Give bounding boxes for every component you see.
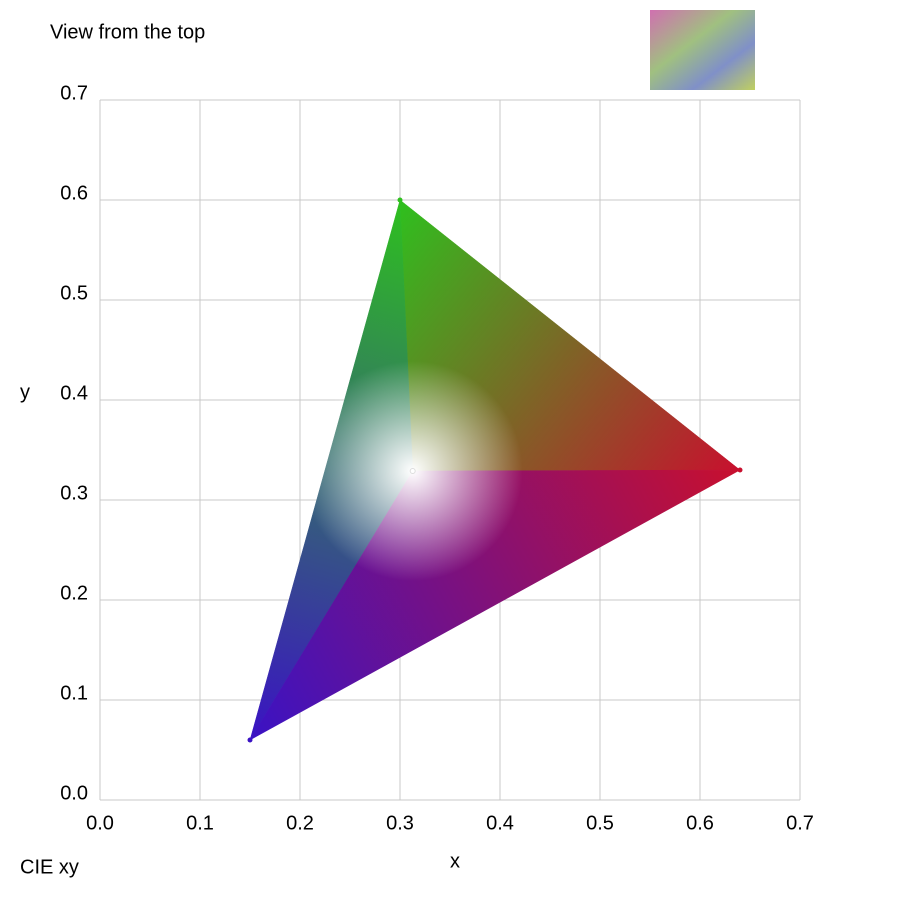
point — [397, 197, 403, 203]
chart-subtitle: CIE xy — [20, 856, 79, 878]
y-tick-label: 0.6 — [60, 182, 88, 204]
x-tick-label: 0.3 — [386, 812, 414, 834]
y-tick-label: 0.3 — [60, 482, 88, 504]
x-tick-label: 0.6 — [686, 812, 714, 834]
point — [247, 737, 253, 743]
x-tick-label: 0.5 — [586, 812, 614, 834]
y-tick-label: 0.0 — [60, 782, 88, 804]
y-tick-label: 0.7 — [60, 82, 88, 104]
y-tick-label: 0.2 — [60, 582, 88, 604]
point — [409, 468, 416, 474]
y-tick-label: 0.4 — [60, 382, 88, 404]
point — [737, 467, 743, 473]
x-tick-label: 0.7 — [786, 812, 814, 834]
x-tick-label: 0.0 — [86, 812, 114, 834]
chart-title: View from the top — [50, 21, 205, 43]
y-axis-label: y — [20, 381, 30, 403]
thumbnail — [650, 10, 755, 90]
x-tick-label: 0.2 — [286, 812, 314, 834]
y-tick-label: 0.5 — [60, 282, 88, 304]
gamut — [249, 199, 741, 741]
x-axis-label: x — [450, 850, 460, 872]
y-tick-label: 0.1 — [60, 682, 88, 704]
x-tick-label: 0.1 — [186, 812, 214, 834]
x-tick-label: 0.4 — [486, 812, 514, 834]
